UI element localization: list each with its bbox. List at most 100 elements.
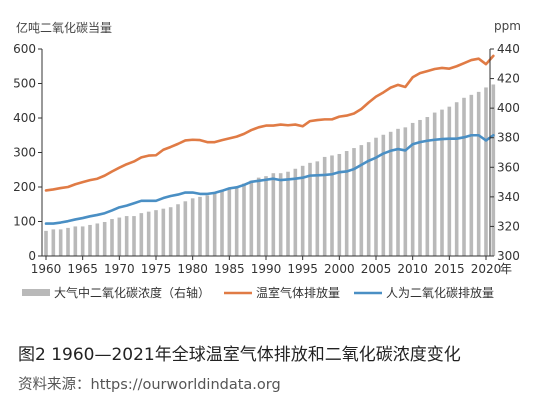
y-left-tick-label: 500: [13, 77, 36, 91]
co2-concentration-bar: [491, 84, 496, 256]
co2-concentration-bar: [176, 204, 180, 256]
x-tick-label: 2010: [397, 262, 428, 276]
y-right-tick-label: 440: [497, 42, 520, 56]
ghg-emissions-line: [44, 54, 495, 192]
x-tick-label: 2020: [471, 262, 502, 276]
x-tick-label: 1995: [287, 262, 318, 276]
co2-concentration-bar: [469, 94, 474, 256]
y-right-tick-label: 360: [497, 160, 520, 174]
co2-concentration-bar: [44, 230, 48, 256]
co2-concentration-bar: [447, 106, 452, 257]
co2-concentration-bar: [352, 148, 356, 256]
co2-concentration-bar: [403, 127, 408, 256]
data-source: 资料来源：https://ourworldindata.org: [18, 377, 281, 393]
co2-concentration-bar: [462, 97, 466, 257]
co2-concentration-bar: [249, 180, 254, 256]
co2-concentration-bar: [139, 213, 144, 256]
legend-swatch-bar: [22, 289, 50, 296]
co2-concentration-bar: [278, 173, 283, 256]
co2-concentration-bar: [51, 229, 56, 256]
co2-concentration-bar: [256, 177, 261, 256]
co2-concentration-bar: [315, 161, 320, 256]
co2-concentration-bar: [110, 219, 114, 256]
co2-concentration-bar: [102, 221, 107, 256]
y-left-tick-label: 300: [13, 146, 36, 160]
co2-concentration-bar: [132, 216, 136, 256]
co2-concentration-bar: [418, 119, 422, 256]
y-right-tick-label: 320: [497, 219, 520, 233]
co2-concentration-bar: [124, 216, 129, 256]
y-right-tick-label: 400: [497, 101, 520, 115]
x-tick-label: 1990: [251, 262, 282, 276]
co2-emissions-line: [44, 133, 495, 225]
co2-concentration-bar: [308, 162, 312, 256]
co2-concentration-bar: [242, 183, 246, 256]
co2-concentration-bar: [425, 117, 430, 256]
co2-concentration-bar: [454, 102, 459, 256]
co2-concentration-bar: [359, 145, 364, 256]
x-tick-label: 2015: [434, 262, 465, 276]
co2-concentration-bar: [58, 229, 63, 256]
x-tick-label: 1980: [177, 262, 208, 276]
co2-concentration-bar: [73, 226, 78, 256]
co2-concentration-bar: [190, 198, 195, 256]
co2-concentration-bar: [154, 210, 158, 256]
co2-concentration-bar: [220, 190, 224, 256]
co2-concentration-bar: [227, 187, 232, 256]
co2-concentration-bar: [168, 207, 173, 256]
co2-concentration-bar: [66, 227, 70, 256]
x-tick-label: 1970: [104, 262, 135, 276]
y-left-tick-label: 400: [13, 111, 36, 125]
co2-concentration-bar: [396, 128, 400, 256]
co2-concentration-bar: [366, 142, 371, 256]
co2-concentration-bar: [161, 208, 166, 256]
co2-concentration-bar: [286, 171, 290, 256]
y-right-tick-label: 340: [497, 190, 520, 204]
y-axis-label-right: ppm: [494, 19, 521, 33]
chart: 0 100 200 300 400 500 600 300 320 340 360 380 400 420…: [13, 42, 520, 300]
lines-layer: [44, 54, 495, 225]
legend: 大气中二氧化碳浓度（右轴） 温室气体排放量 人为二氧化碳排放量: [22, 285, 494, 300]
y-right-tick-label: 380: [497, 131, 520, 145]
y-left-tick-label: 0: [28, 249, 36, 263]
co2-concentration-bar: [95, 223, 100, 256]
x-tick-label: 1965: [67, 262, 98, 276]
y-left-tick-label: 100: [13, 215, 36, 229]
co2-concentration-bar: [330, 155, 334, 256]
legend-label-co2-concentration: 大气中二氧化碳浓度（右轴）: [54, 285, 210, 300]
co2-concentration-bar: [410, 122, 415, 256]
x-tick-label: 1975: [141, 262, 172, 276]
co2-concentration-bar: [374, 137, 378, 256]
x-tick-label: 2005: [361, 262, 392, 276]
co2-concentration-bar: [476, 91, 481, 256]
co2-concentration-bar: [337, 153, 342, 256]
y-axis-label-left: 亿吨二氧化碳当量: [16, 21, 113, 35]
legend-label-co2: 人为二氧化碳排放量: [386, 285, 494, 300]
y-left-tick-label: 600: [13, 42, 36, 56]
co2-concentration-bar: [117, 217, 122, 256]
co2-concentration-bar: [198, 196, 202, 256]
co2-concentration-bar: [300, 165, 305, 256]
co2-concentration-bar: [322, 156, 327, 256]
bars-layer: [44, 84, 496, 257]
y-left-tick-label: 200: [13, 180, 36, 194]
co2-concentration-bar: [344, 151, 349, 256]
co2-concentration-bar: [484, 87, 488, 256]
x-axis-unit: 年: [500, 262, 512, 276]
co2-concentration-bar: [146, 211, 151, 256]
co2-concentration-bar: [80, 226, 85, 256]
legend-label-ghg: 温室气体排放量: [256, 285, 340, 300]
x-tick-label: 1985: [214, 262, 245, 276]
co2-concentration-bar: [381, 134, 386, 256]
x-tick-label: 2000: [324, 262, 355, 276]
x-tick-label: 1960: [31, 262, 62, 276]
figure-caption: 图2 1960—2021年全球温室气体排放和二氧化碳浓度变化: [18, 345, 461, 365]
co2-concentration-bar: [432, 112, 437, 256]
co2-concentration-bar: [205, 195, 210, 256]
co2-concentration-bar: [440, 109, 444, 256]
co2-concentration-bar: [183, 201, 188, 256]
axes-layer: 0 100 200 300 400 500 600 300 320 340 360 380 400 420…: [13, 42, 520, 276]
co2-concentration-bar: [271, 173, 276, 256]
co2-concentration-bar: [234, 186, 239, 256]
co2-concentration-bar: [293, 168, 298, 256]
